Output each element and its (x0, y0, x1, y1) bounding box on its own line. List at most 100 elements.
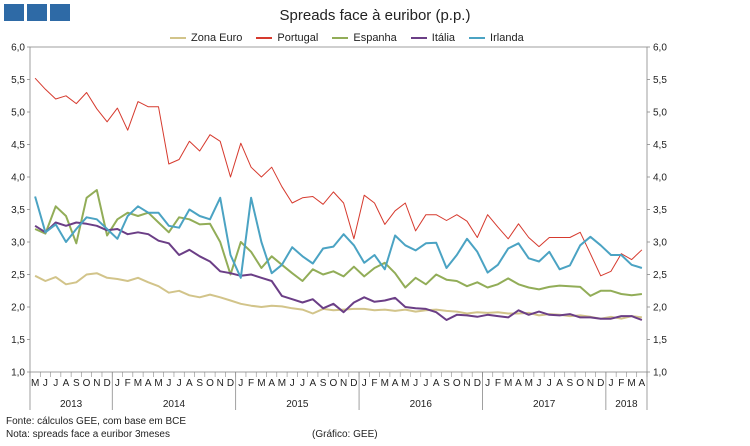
y-tick-label: 2,0 (11, 303, 25, 314)
x-tick-label: S (73, 378, 80, 389)
x-tick-label: D (474, 378, 481, 389)
x-tick-label: S (443, 378, 450, 389)
x-tick-label: J (43, 378, 48, 389)
x-tick-label: J (413, 378, 418, 389)
x-tick-label: A (433, 378, 440, 389)
y-tick-label-right: 6,0 (653, 43, 667, 54)
legend-swatch (410, 37, 427, 39)
y-tick-label-right: 2,0 (653, 303, 667, 314)
legend-label: Zona Euro (191, 32, 243, 44)
x-tick-label: J (166, 378, 171, 389)
x-tick-label: J (238, 378, 243, 389)
series-line-italia (34, 221, 643, 321)
x-tick-label: N (463, 378, 470, 389)
x-tick-label: M (31, 378, 39, 389)
year-label: 2015 (286, 399, 309, 410)
x-tick-label: F (371, 378, 377, 389)
y-tick-label-right: 3,5 (653, 205, 667, 216)
y-tick-label-right: 1,5 (653, 335, 667, 346)
y-tick-label-right: 1,0 (653, 368, 667, 379)
x-tick-label: J (300, 378, 305, 389)
year-label: 2016 (410, 399, 433, 410)
x-tick-label: M (134, 378, 142, 389)
legend-label: Itália (431, 32, 456, 44)
x-tick-label: A (515, 378, 522, 389)
series-line-zona-euro (34, 272, 643, 320)
x-tick-label: D (227, 378, 234, 389)
x-tick-label: O (453, 378, 461, 389)
legend-swatch (469, 37, 486, 39)
chart-title: Spreads face à euribor (p.p.) (279, 7, 471, 24)
y-tick-label: 5,0 (11, 108, 25, 119)
legend-label: Espanha (353, 32, 397, 44)
x-tick-label: A (392, 378, 399, 389)
source-note: Fonte: cálculos GEE, com base em BCE (6, 416, 187, 427)
y-tick-label: 1,0 (11, 368, 25, 379)
methodology-note: Nota: spreads face a euribor 3meses (6, 429, 170, 440)
year-label: 2013 (60, 399, 83, 410)
x-tick-label: O (576, 378, 584, 389)
x-tick-label: S (320, 378, 327, 389)
legend-label: Portugal (277, 32, 319, 44)
y-tick-label-right: 4,0 (653, 173, 667, 184)
x-tick-label: J (290, 378, 295, 389)
x-tick-label: F (125, 378, 131, 389)
x-tick-label: J (423, 378, 428, 389)
x-tick-label: O (206, 378, 214, 389)
x-tick-label: A (145, 378, 152, 389)
x-tick-label: M (154, 378, 162, 389)
y-tick-label: 5,5 (11, 75, 25, 86)
x-tick-label: F (248, 378, 254, 389)
legend-swatch (332, 37, 349, 39)
x-tick-label: S (567, 378, 574, 389)
x-tick-label: N (340, 378, 347, 389)
x-tick-label: J (53, 378, 58, 389)
y-tick-label-right: 5,0 (653, 108, 667, 119)
legend-item: Itália (410, 32, 456, 44)
year-label: 2017 (533, 399, 556, 410)
x-tick-label: N (217, 378, 224, 389)
legend-item: Zona Euro (170, 32, 242, 44)
x-tick-label: M (401, 378, 409, 389)
x-tick-label: J (547, 378, 552, 389)
x-tick-label: M (257, 378, 265, 389)
series-line-espanha (34, 189, 643, 297)
x-tick-label: N (93, 378, 100, 389)
x-tick-label: J (485, 378, 490, 389)
x-tick-label: M (278, 378, 286, 389)
x-tick-label: A (268, 378, 275, 389)
year-label: 2014 (163, 399, 186, 410)
chart-legend: Zona Euro Portugal Espanha Itália Irlanda (170, 32, 524, 44)
gee-logo-icon (4, 4, 70, 21)
x-tick-label: J (115, 378, 120, 389)
y-tick-label-right: 3,0 (653, 238, 667, 249)
x-tick-label: D (350, 378, 357, 389)
y-tick-label: 4,5 (11, 140, 25, 151)
legend-swatch (256, 37, 273, 39)
series-line-irlanda (34, 196, 643, 279)
x-tick-label: O (329, 378, 337, 389)
x-tick-label: F (618, 378, 624, 389)
legend-item: Irlanda (469, 32, 524, 44)
legend-item: Espanha (332, 32, 397, 44)
x-tick-label: J (362, 378, 367, 389)
series-line-portugal (34, 77, 643, 277)
x-tick-label: S (196, 378, 203, 389)
legend-swatch (170, 37, 186, 39)
legend-item: Portugal (256, 32, 318, 44)
x-tick-label: J (537, 378, 542, 389)
x-tick-label: A (556, 378, 563, 389)
plot-frame (29, 46, 648, 373)
y-tick-label-right: 2,5 (653, 270, 667, 281)
x-tick-label: O (83, 378, 91, 389)
y-tick-label-right: 5,5 (653, 75, 667, 86)
y-tick-label-right: 4,5 (653, 140, 667, 151)
x-tick-label: F (495, 378, 501, 389)
chart-credit: (Gráfico: GEE) (312, 429, 378, 440)
x-tick-label: A (186, 378, 193, 389)
x-tick-label: J (177, 378, 182, 389)
y-tick-label: 3,0 (11, 238, 25, 249)
y-tick-label: 6,0 (11, 43, 25, 54)
y-tick-label: 3,5 (11, 205, 25, 216)
